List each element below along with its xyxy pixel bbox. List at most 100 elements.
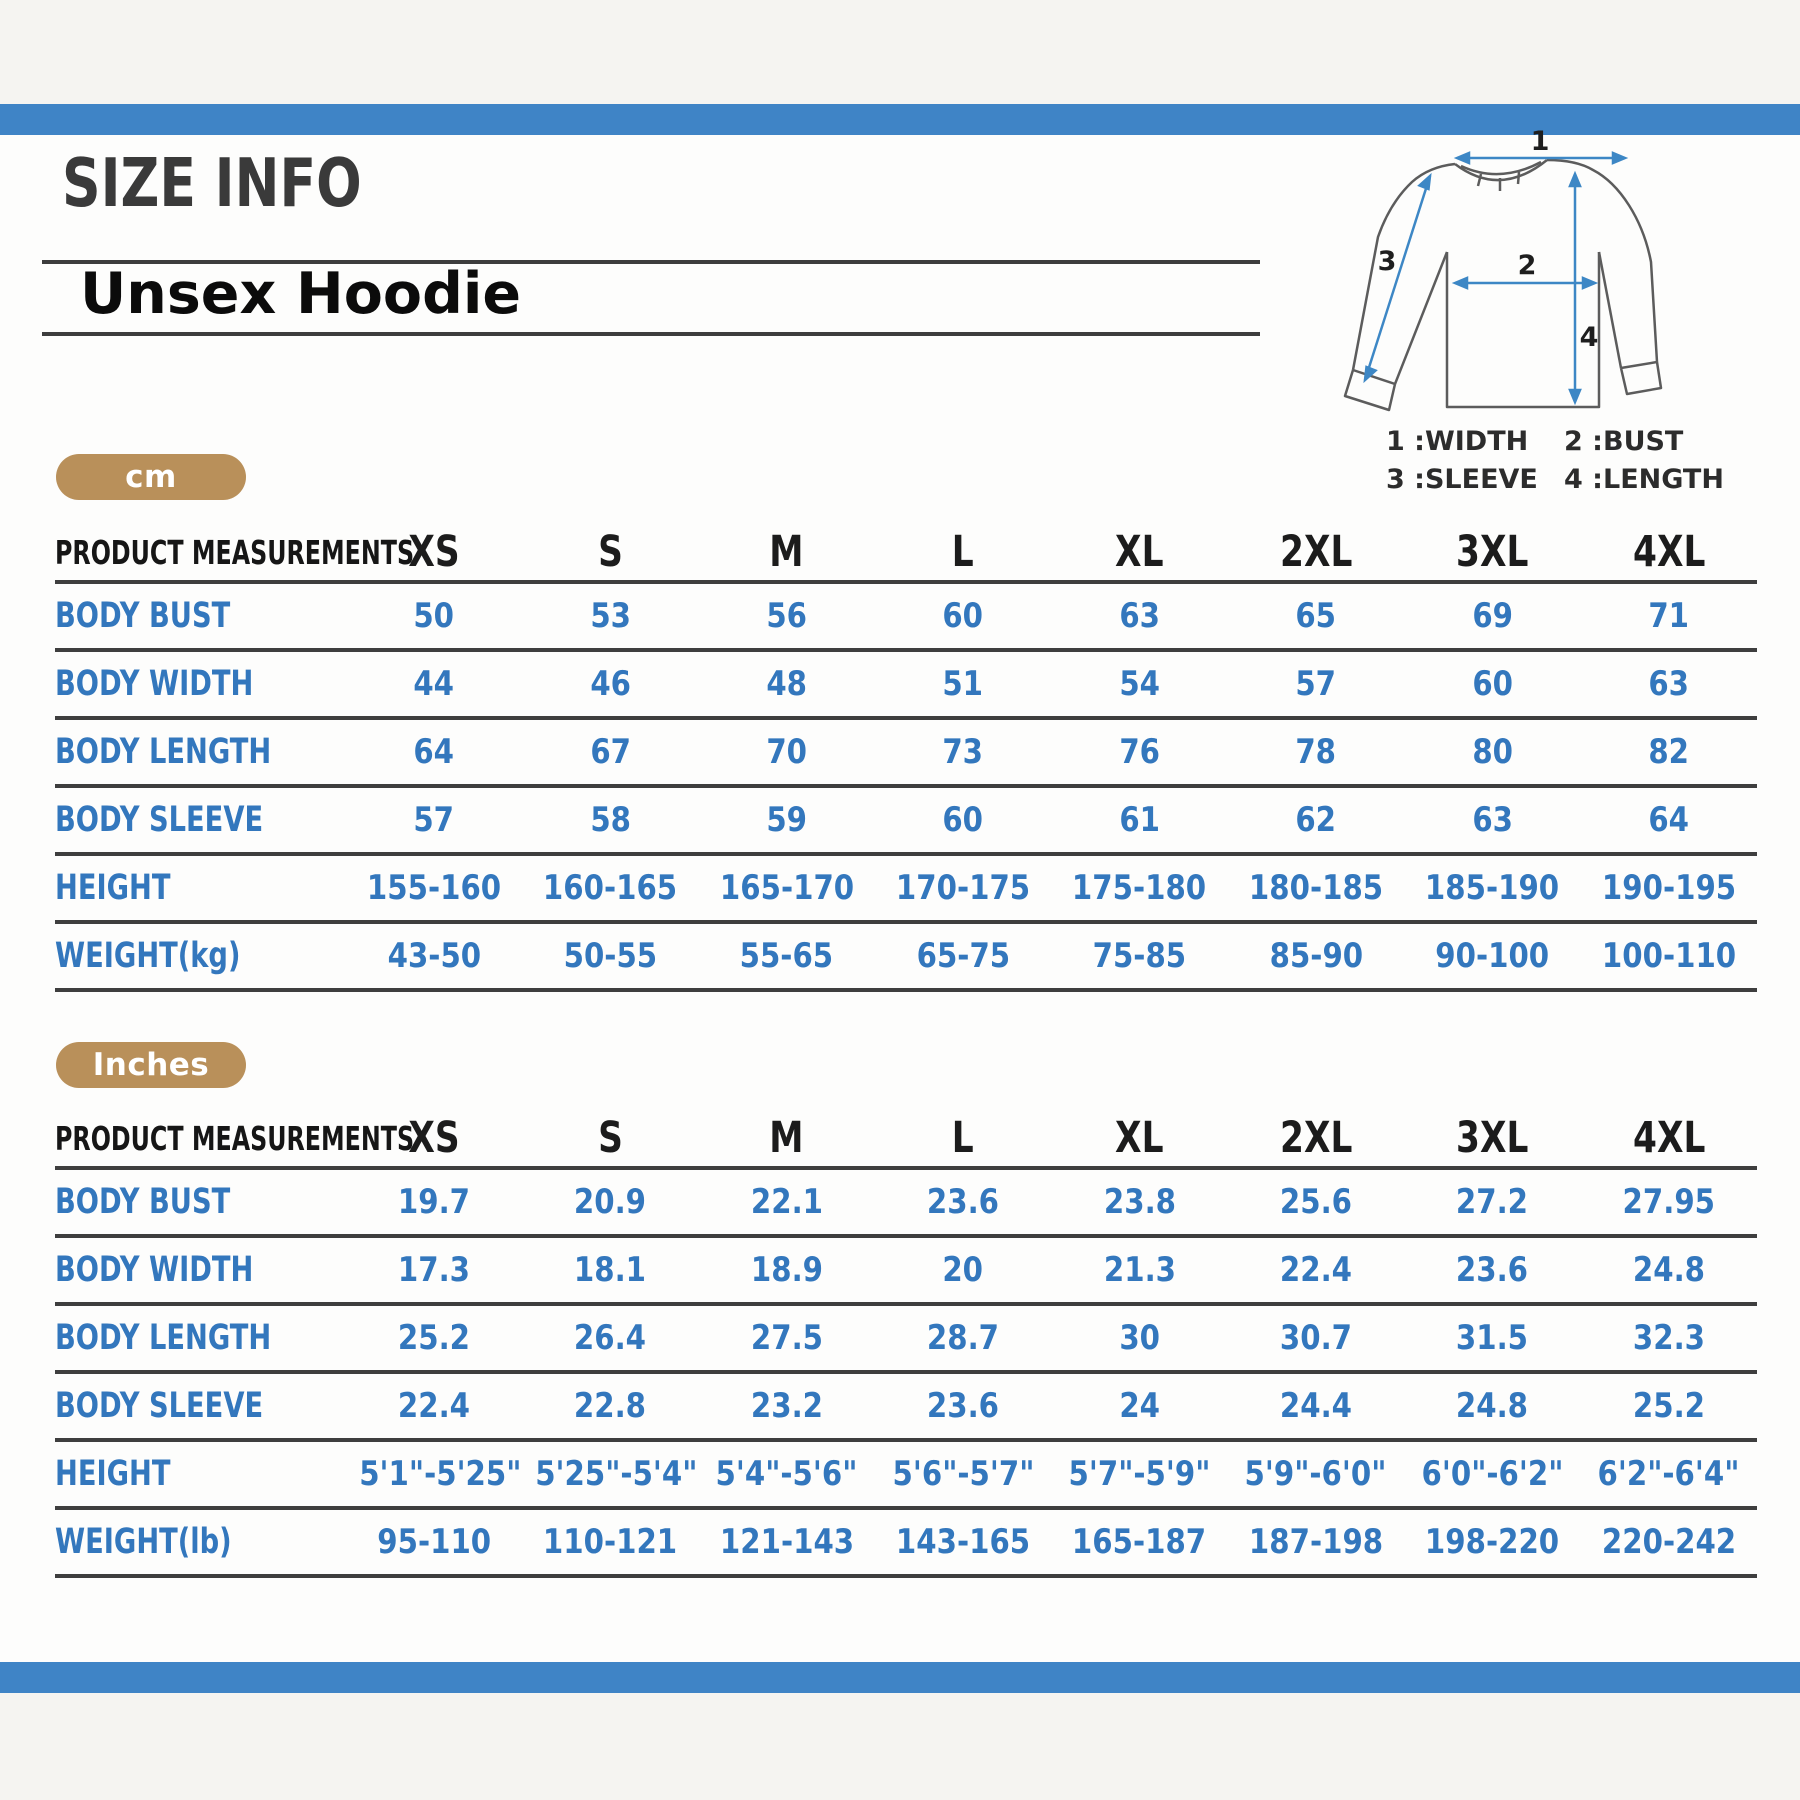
- size-value: 70: [698, 718, 875, 788]
- size-value: 6'0"-6'2": [1404, 1440, 1581, 1510]
- size-column-header: 2XL: [1227, 524, 1405, 584]
- size-value: 53: [522, 582, 699, 652]
- bottom-accent-bar: [0, 1662, 1800, 1693]
- size-value: 57: [345, 786, 523, 856]
- size-value: 185-190: [1404, 854, 1581, 924]
- size-value: 43-50: [345, 922, 523, 992]
- size-value: 30: [1051, 1304, 1228, 1374]
- size-column-header: S: [522, 1110, 699, 1170]
- size-value: 110-121: [522, 1508, 699, 1578]
- row-label: HEIGHT: [55, 854, 346, 924]
- size-value: 32.3: [1580, 1304, 1757, 1374]
- size-value: 220-242: [1580, 1508, 1757, 1578]
- size-value: 24: [1051, 1372, 1228, 1442]
- size-value: 71: [1580, 582, 1757, 652]
- row-label: BODY SLEEVE: [55, 786, 346, 856]
- unit-badge-cm: cm: [56, 454, 246, 500]
- divider-line: [42, 332, 1260, 336]
- size-table-cm: PRODUCT MEASUREMENTS XS S M L XL 2XL 3XL 4XL BODY…: [55, 524, 1757, 992]
- size-value: 23.6: [874, 1372, 1052, 1442]
- size-value: 17.3: [345, 1236, 523, 1306]
- size-column-header: M: [698, 1110, 875, 1170]
- size-value: 18.9: [698, 1236, 875, 1306]
- size-value: 31.5: [1404, 1304, 1581, 1374]
- size-value: 26.4: [522, 1304, 699, 1374]
- mark-2-label: 2: [1518, 250, 1537, 281]
- size-value: 69: [1404, 582, 1581, 652]
- size-value: 48: [698, 650, 875, 720]
- size-value: 5'7"-5'9": [1051, 1440, 1228, 1510]
- legend-item-sleeve: 3 :SLEEVE: [1386, 464, 1538, 495]
- size-column-header: 4XL: [1580, 1110, 1757, 1170]
- size-value: 76: [1051, 718, 1228, 788]
- top-accent-bar: [0, 104, 1800, 135]
- size-value: 55-65: [698, 922, 875, 992]
- arrow-number-labels: 1 2 3 4: [1378, 126, 1599, 353]
- size-table-header: PRODUCT MEASUREMENTS XS S M L XL 2XL 3XL 4XL: [55, 524, 1757, 584]
- size-value: 22.8: [522, 1372, 699, 1442]
- size-column-header: L: [874, 1110, 1052, 1170]
- size-value: 58: [522, 786, 699, 856]
- size-value: 25.2: [1580, 1372, 1757, 1442]
- row-label: WEIGHT(lb): [55, 1508, 346, 1578]
- size-value: 5'6"-5'7": [874, 1440, 1052, 1510]
- divider-line: [42, 260, 1260, 264]
- size-value: 160-165: [522, 854, 699, 924]
- size-value: 23.2: [698, 1372, 875, 1442]
- size-value: 25.6: [1227, 1168, 1405, 1238]
- size-table-header: PRODUCT MEASUREMENTS XS S M L XL 2XL 3XL 4XL: [55, 1110, 1757, 1170]
- size-value: 165-187: [1051, 1508, 1228, 1578]
- diagram-legend: 1 :WIDTH 2 :BUST 3 :SLEEVE 4 :LENGTH: [1386, 426, 1724, 495]
- size-value: 64: [345, 718, 523, 788]
- row-label: BODY WIDTH: [55, 650, 346, 720]
- size-value: 24.8: [1580, 1236, 1757, 1306]
- size-value: 5'4"-5'6": [698, 1440, 875, 1510]
- size-value: 165-170: [698, 854, 875, 924]
- size-value: 27.5: [698, 1304, 875, 1374]
- legend-item-length: 4 :LENGTH: [1564, 464, 1724, 495]
- size-value: 54: [1051, 650, 1228, 720]
- size-value: 30.7: [1227, 1304, 1405, 1374]
- row-label: BODY SLEEVE: [55, 1372, 346, 1442]
- size-value: 22.4: [1227, 1236, 1405, 1306]
- size-value: 190-195: [1580, 854, 1757, 924]
- size-value: 155-160: [345, 854, 523, 924]
- legend-item-bust: 2 :BUST: [1564, 426, 1684, 457]
- unit-badge-inches: Inches: [56, 1042, 246, 1088]
- size-value: 63: [1580, 650, 1757, 720]
- size-value: 20.9: [522, 1168, 699, 1238]
- size-value: 6'2"-6'4": [1580, 1440, 1757, 1510]
- size-value: 63: [1051, 582, 1228, 652]
- size-value: 23.8: [1051, 1168, 1228, 1238]
- size-value: 57: [1227, 650, 1405, 720]
- size-value: 23.6: [874, 1168, 1052, 1238]
- size-column-header: 3XL: [1404, 524, 1581, 584]
- size-value: 80: [1404, 718, 1581, 788]
- size-value: 5'25"-5'4": [522, 1440, 699, 1510]
- mark-4-label: 4: [1580, 322, 1599, 353]
- size-value: 65-75: [874, 922, 1052, 992]
- measurements-column-header: PRODUCT MEASUREMENTS: [55, 524, 414, 584]
- size-value: 60: [874, 786, 1052, 856]
- row-label: BODY LENGTH: [55, 1304, 346, 1374]
- table-row: BODY WIDTH 17.3 18.1 18.9 20 21.3 22.4 23.6 24.8: [55, 1236, 1757, 1306]
- mark-1-label: 1: [1531, 126, 1550, 157]
- size-value: 100-110: [1580, 922, 1757, 992]
- size-value: 18.1: [522, 1236, 699, 1306]
- size-column-header: XL: [1051, 524, 1228, 584]
- table-row: BODY BUST 19.7 20.9 22.1 23.6 23.8 25.6 27.2 27.…: [55, 1168, 1757, 1238]
- size-column-header: 4XL: [1580, 524, 1757, 584]
- size-value: 60: [1404, 650, 1581, 720]
- size-value: 22.4: [345, 1372, 523, 1442]
- product-name: Unsex Hoodie: [80, 261, 522, 327]
- table-row: HEIGHT 5'1"-5'25" 5'25"-5'4" 5'4"-5'6" 5'6"-…: [55, 1440, 1757, 1510]
- size-value: 73: [874, 718, 1052, 788]
- table-row: BODY SLEEVE 22.4 22.8 23.2 23.6 24 24.4 24.8 25.…: [55, 1372, 1757, 1442]
- size-value: 23.6: [1404, 1236, 1581, 1306]
- size-column-header: 3XL: [1404, 1110, 1581, 1170]
- size-value: 20: [874, 1236, 1052, 1306]
- table-row: BODY LENGTH 25.2 26.4 27.5 28.7 30 30.7 31.5 32.…: [55, 1304, 1757, 1374]
- size-value: 50-55: [522, 922, 699, 992]
- size-table-inches: PRODUCT MEASUREMENTS XS S M L XL 2XL 3XL 4XL BODY…: [55, 1110, 1757, 1578]
